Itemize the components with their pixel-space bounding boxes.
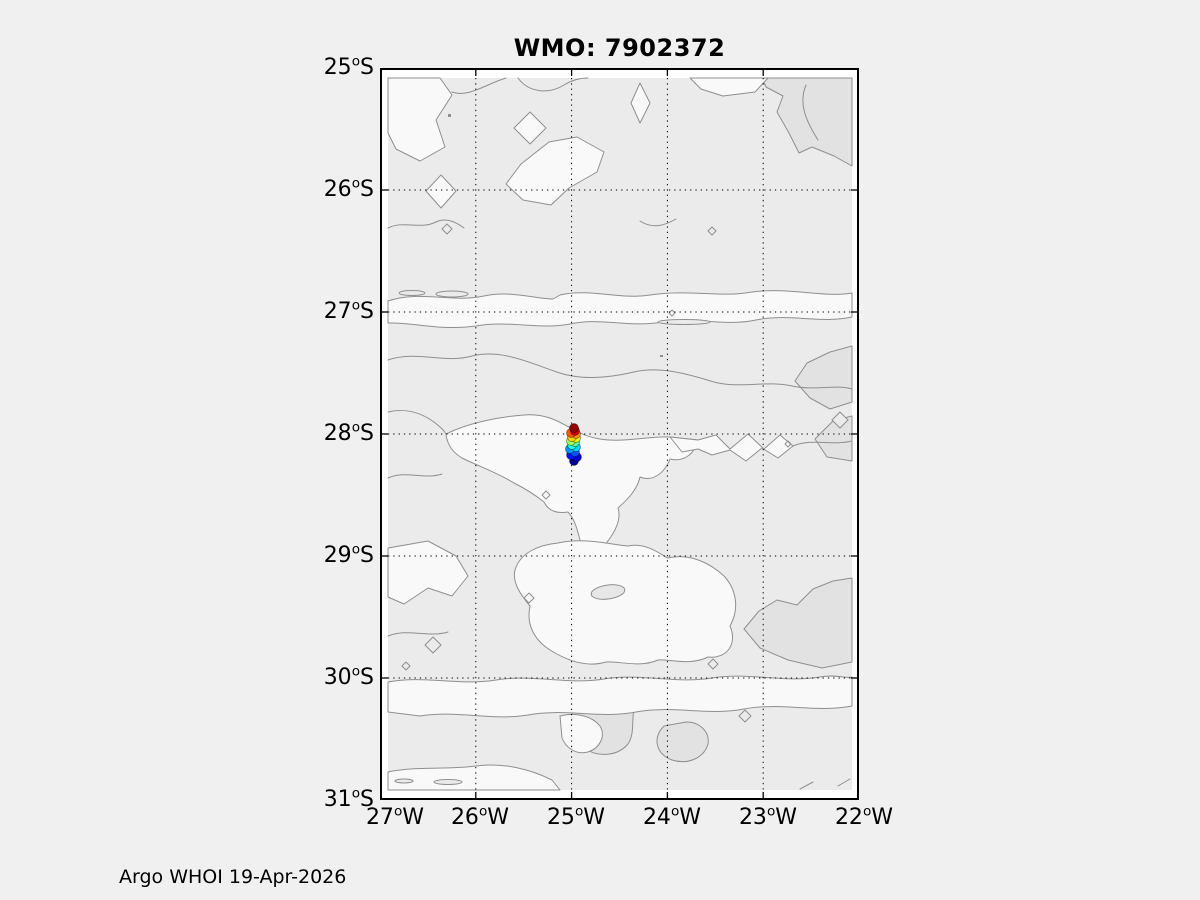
degree-superscript: o [351, 175, 361, 192]
degree-superscript: o [766, 803, 776, 820]
y-tick-label-27s: 27oS [323, 297, 374, 324]
degree-superscript: o [351, 785, 361, 802]
degree-superscript: o [351, 419, 361, 436]
degree-superscript: o [351, 53, 361, 70]
degree-superscript: o [574, 803, 584, 820]
map-svg [380, 68, 859, 800]
degree-superscript: o [351, 541, 361, 558]
x-tick-label-25w: 25oW [546, 803, 606, 830]
float-position-dots [565, 423, 582, 466]
degree-superscript: o [670, 803, 680, 820]
degree-superscript: o [351, 663, 361, 680]
bathymetry-contours [387, 77, 853, 791]
y-tick-label-29s: 29oS [323, 541, 374, 568]
degree-superscript: o [478, 803, 488, 820]
x-tick-label-26w: 26oW [450, 803, 510, 830]
y-tick-label-26s: 26oS [323, 175, 374, 202]
x-tick-label-22w: 22oW [834, 803, 894, 830]
y-tick-label-28s: 28oS [323, 419, 374, 446]
y-tick-label-30s: 30oS [323, 663, 374, 690]
x-tick-label-23w: 23oW [738, 803, 798, 830]
x-tick-label-24w: 24oW [642, 803, 702, 830]
map-plot-area [380, 68, 859, 800]
degree-superscript: o [393, 803, 403, 820]
degree-superscript: o [862, 803, 872, 820]
x-tick-label-27w: 27oW [365, 803, 425, 830]
plot-title: WMO: 7902372 [513, 34, 726, 62]
footer-attribution: Argo WHOI 19-Apr-2026 [119, 866, 347, 888]
y-tick-label-31s: 31oS [323, 785, 374, 812]
degree-superscript: o [351, 297, 361, 314]
axis-tick-marks [380, 68, 859, 800]
y-tick-label-25s: 25oS [323, 53, 374, 80]
